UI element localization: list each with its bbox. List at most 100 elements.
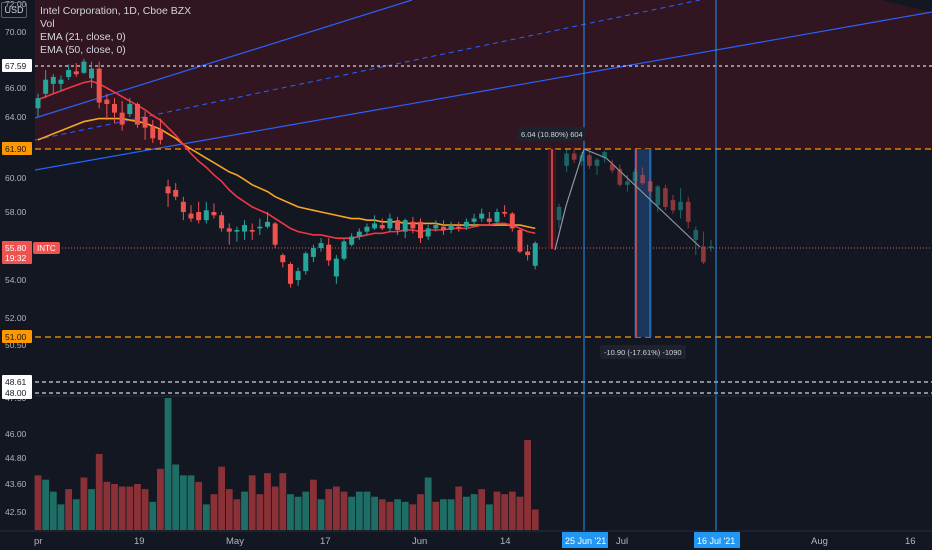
price-tag-label: 48.61 bbox=[5, 377, 27, 387]
time-tick-label: May bbox=[226, 536, 244, 547]
projected-candle bbox=[670, 195, 676, 214]
candle bbox=[104, 93, 110, 121]
candle bbox=[150, 120, 156, 143]
volume-bar bbox=[508, 491, 516, 530]
candle-body bbox=[50, 76, 56, 84]
volume-bar bbox=[202, 504, 210, 530]
volume-bar bbox=[195, 481, 203, 530]
projection-path bbox=[554, 148, 701, 251]
price-tag: 48.00 bbox=[2, 386, 32, 399]
currency-badge[interactable]: USD bbox=[1, 2, 27, 18]
price-tag-bg bbox=[2, 375, 32, 388]
price-axis-bg bbox=[0, 0, 34, 550]
price-tag-bg bbox=[2, 241, 32, 254]
price-tick-label: 46.00 bbox=[5, 429, 27, 439]
volume-bar bbox=[348, 496, 356, 530]
candle-body bbox=[670, 200, 676, 211]
price-tick-label: 42.50 bbox=[5, 507, 27, 517]
projected-candle bbox=[579, 152, 585, 166]
symbol-title[interactable]: Intel Corporation, 1D, Cboe BZX bbox=[40, 5, 192, 17]
candle-body bbox=[249, 230, 255, 232]
chart-legend: Intel Corporation, 1D, Cboe BZX Vol EMA … bbox=[40, 5, 191, 57]
candle-body bbox=[372, 223, 378, 229]
candle-body bbox=[104, 99, 110, 104]
candle-body bbox=[587, 155, 592, 166]
candle bbox=[81, 58, 87, 75]
candle bbox=[517, 228, 523, 254]
candle bbox=[134, 102, 140, 128]
price-tag: 55.80 bbox=[2, 241, 32, 254]
volume-bar bbox=[141, 489, 149, 530]
date-marker-label: 16 Jul '21 bbox=[694, 532, 740, 548]
candle bbox=[471, 213, 477, 227]
candle-body bbox=[96, 68, 102, 103]
candle-body bbox=[647, 181, 653, 192]
price-tick-label: 52.00 bbox=[5, 313, 27, 323]
projected-candle bbox=[602, 150, 607, 163]
candle bbox=[50, 74, 56, 94]
volume-bar bbox=[302, 491, 310, 530]
price-tag-label: 61.90 bbox=[5, 144, 27, 154]
candle bbox=[364, 223, 370, 235]
candle-body bbox=[379, 225, 385, 229]
price-tag: 67.59 bbox=[2, 59, 32, 72]
volume-legend[interactable]: Vol bbox=[40, 18, 55, 30]
projected-candle bbox=[647, 178, 653, 195]
volume-bar bbox=[95, 454, 103, 530]
candle bbox=[509, 212, 515, 232]
candle bbox=[188, 205, 194, 222]
candle bbox=[418, 218, 423, 244]
ema21-legend[interactable]: EMA (21, close, 0) bbox=[40, 31, 126, 43]
price-tag-label: 55.80 bbox=[5, 243, 27, 253]
price-tag: 61.90 bbox=[2, 142, 32, 155]
candle-body bbox=[165, 186, 171, 194]
candle bbox=[226, 223, 232, 245]
price-tick-label: 70.00 bbox=[5, 27, 27, 37]
projected-candle bbox=[678, 188, 683, 219]
volume-bar bbox=[233, 499, 241, 530]
candle bbox=[341, 238, 347, 261]
annotation-bg bbox=[600, 345, 686, 359]
candle-body bbox=[257, 226, 263, 229]
candle-body bbox=[387, 218, 393, 229]
price-tick-label: 72.00 bbox=[5, 0, 27, 9]
volume-bar bbox=[149, 501, 157, 530]
volume-bar bbox=[355, 491, 363, 530]
candle-body bbox=[640, 174, 645, 184]
projected-candle bbox=[663, 184, 668, 211]
candle bbox=[440, 220, 446, 235]
candle-body bbox=[556, 206, 562, 221]
candle-body bbox=[509, 213, 515, 229]
candle-body bbox=[418, 221, 423, 239]
time-tick-label: 17 bbox=[320, 536, 331, 547]
candle bbox=[257, 218, 263, 235]
candle-body bbox=[456, 226, 462, 229]
volume-bar bbox=[225, 489, 233, 530]
ema50-legend[interactable]: EMA (50, close, 0) bbox=[40, 44, 126, 56]
candle-body bbox=[655, 186, 661, 206]
volume-bar bbox=[516, 496, 524, 530]
volume-bar bbox=[447, 499, 455, 530]
candle-body bbox=[66, 70, 72, 77]
candle bbox=[356, 228, 362, 240]
volume-bar bbox=[378, 499, 386, 530]
projected-candle bbox=[625, 174, 630, 192]
candle-body bbox=[150, 126, 156, 139]
projected-candle bbox=[708, 239, 714, 252]
volume-bar bbox=[187, 475, 195, 530]
candle-body bbox=[532, 243, 538, 266]
candle bbox=[318, 238, 324, 252]
volume-bar bbox=[493, 491, 501, 530]
candle-body bbox=[685, 201, 691, 222]
candle-body bbox=[356, 231, 362, 237]
volume-bar bbox=[401, 501, 409, 530]
price-tag-bg bbox=[2, 330, 32, 343]
volume-bar bbox=[57, 504, 65, 530]
candle bbox=[180, 196, 186, 221]
projected-candle bbox=[594, 158, 600, 175]
candle-body bbox=[479, 213, 485, 219]
volume-bar bbox=[134, 484, 141, 530]
price-tag-label: 67.59 bbox=[5, 61, 27, 71]
projected-candle bbox=[609, 159, 615, 174]
